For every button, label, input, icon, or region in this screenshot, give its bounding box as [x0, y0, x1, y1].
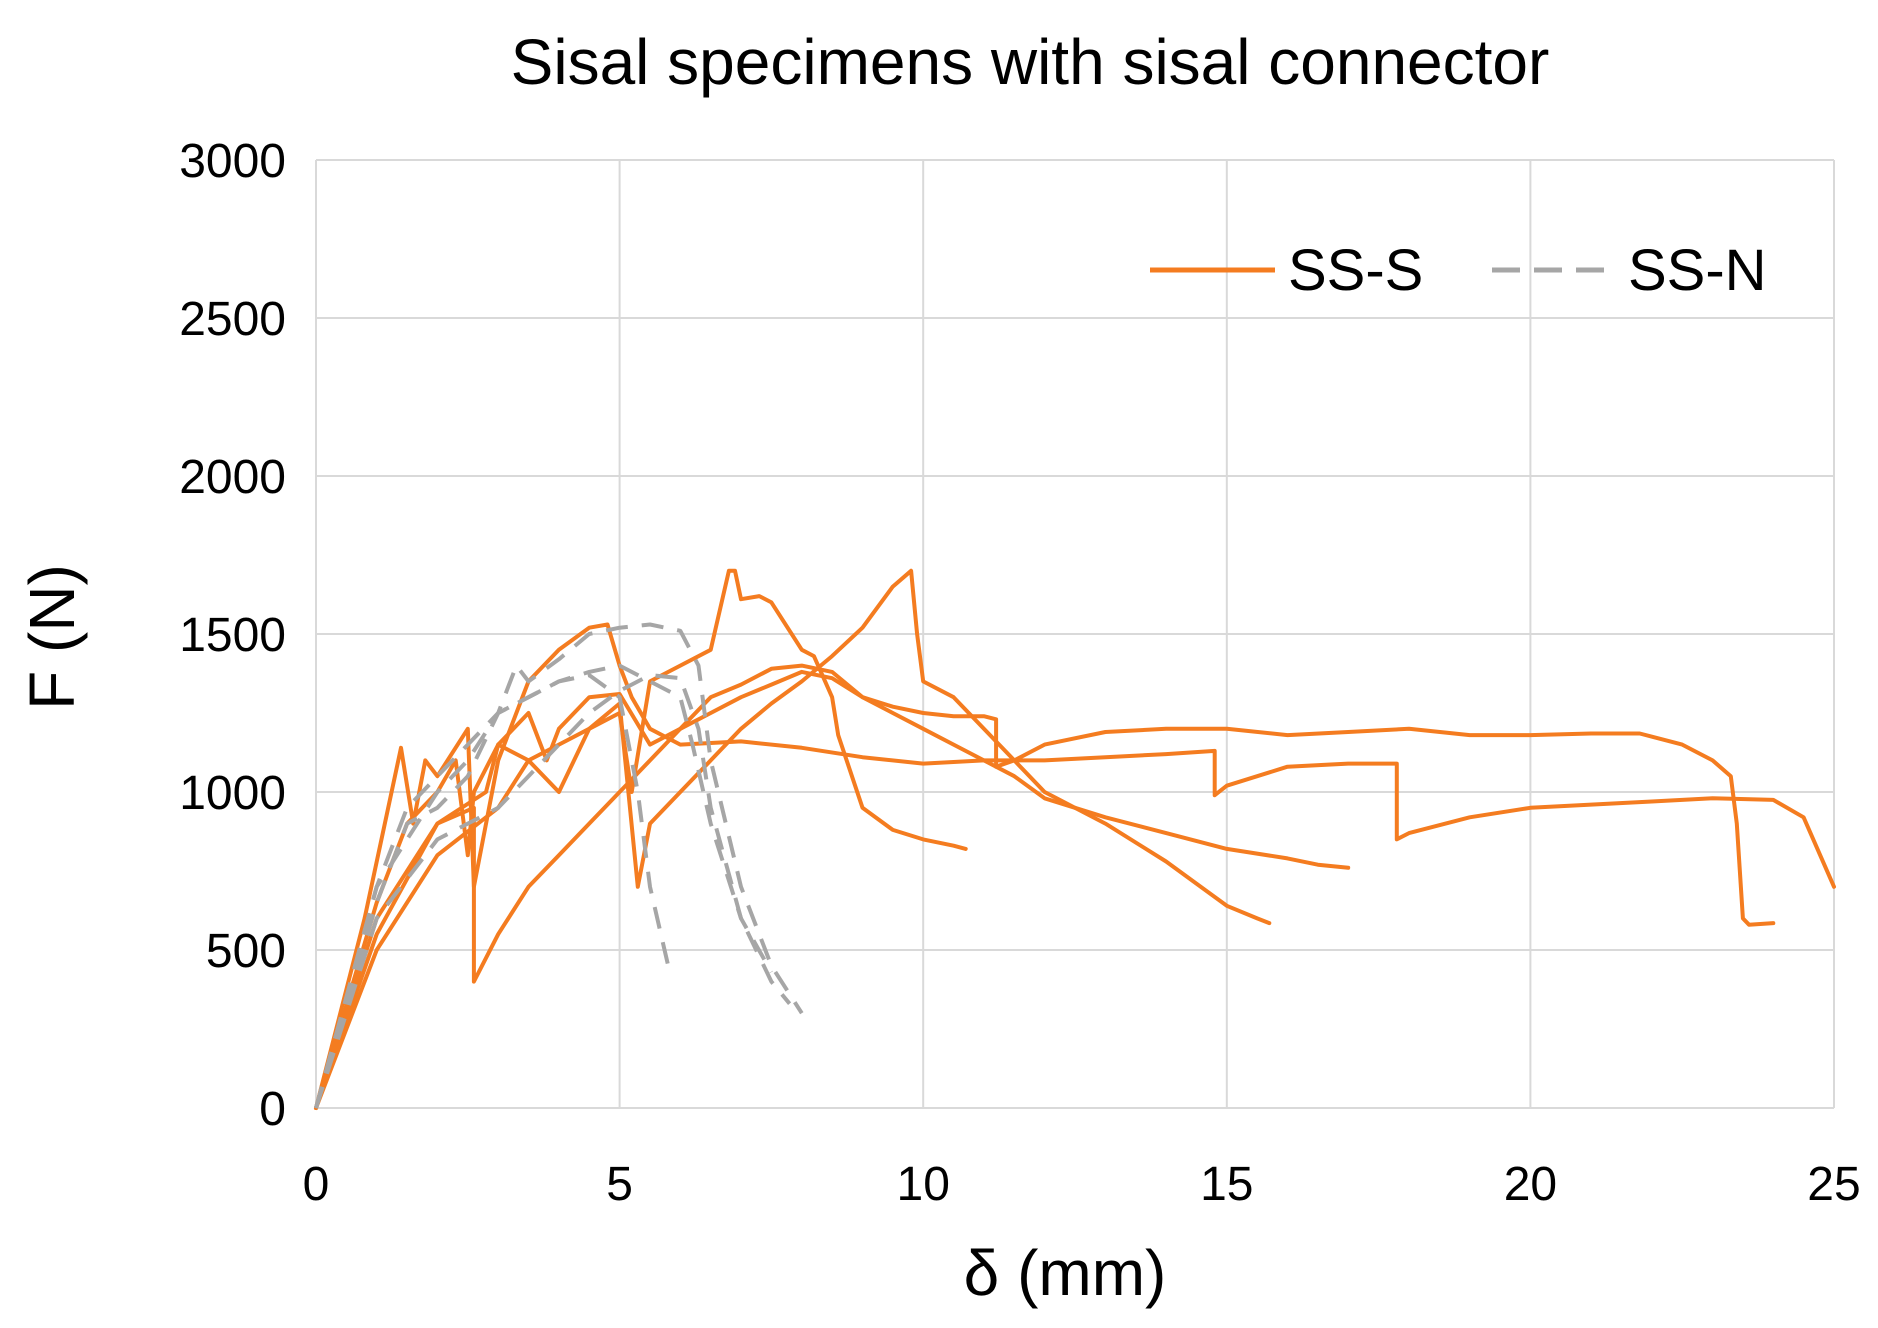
x-tick-label: 5: [606, 1158, 633, 1211]
x-tick-label: 0: [303, 1158, 330, 1211]
legend: SS-S SS-N: [1150, 238, 1767, 303]
legend-label-ss-s: SS-S: [1288, 238, 1423, 303]
series-line-ss-s-2: [314, 669, 1776, 1110]
series-lines: [314, 568, 1836, 1110]
y-tick-label: 3000: [179, 135, 286, 188]
x-tick-labels: 0 5 10 15 20 25: [303, 1158, 1861, 1211]
series-line-ss-s-1: [314, 622, 1836, 1110]
x-tick-label: 15: [1200, 1158, 1253, 1211]
series-line-ss-n-9: [314, 663, 774, 1109]
y-tick-labels: 0 500 1000 1500 2000 2500 3000: [179, 135, 286, 1136]
series-line-ss-n-7: [314, 622, 804, 1109]
y-tick-label: 500: [206, 925, 286, 978]
series-line-ss-n-8: [314, 673, 792, 1109]
y-tick-label: 1000: [179, 767, 286, 820]
y-tick-label: 2500: [179, 293, 286, 346]
series-line-ss-s-4: [314, 568, 968, 1110]
grid: [315, 159, 1835, 1109]
series-line-ss-s-5: [314, 568, 1272, 1110]
y-tick-label: 2000: [179, 451, 286, 504]
chart-title: Sisal specimens with sisal connector: [511, 26, 1550, 98]
legend-label-ss-n: SS-N: [1628, 238, 1767, 303]
series-line-ss-s-3: [314, 663, 1351, 1110]
y-tick-label: 1500: [179, 609, 286, 662]
x-tick-label: 20: [1504, 1158, 1557, 1211]
y-axis-title: F (N): [16, 564, 88, 710]
x-axis-title: δ (mm): [964, 1237, 1167, 1309]
y-tick-label: 0: [259, 1083, 286, 1136]
x-tick-label: 10: [897, 1158, 950, 1211]
x-tick-label: 25: [1807, 1158, 1860, 1211]
series-line-ss-n-6: [314, 673, 671, 1109]
